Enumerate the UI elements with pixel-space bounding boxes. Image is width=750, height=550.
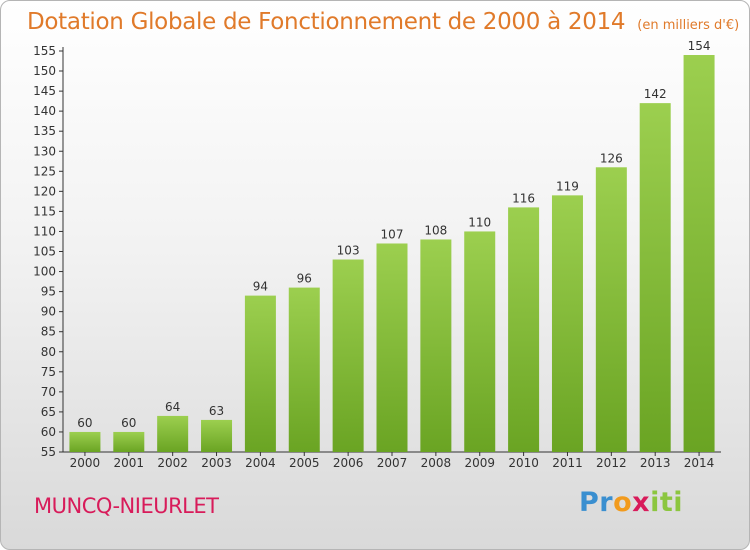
bar [595, 167, 627, 453]
bar [332, 259, 364, 452]
y-tick-label: 95 [41, 285, 56, 299]
bar [420, 239, 452, 452]
bar-value-label: 94 [253, 280, 268, 294]
y-tick-label: 60 [41, 425, 56, 439]
y-tick-label: 130 [33, 144, 56, 158]
bar-value-label: 116 [512, 191, 535, 205]
axes: 55 60 65 70 75 80 85 90 95 100 105 110 115 120 125 130 1… [33, 44, 721, 470]
y-tick-label: 85 [41, 325, 56, 339]
y-tick-label: 70 [41, 385, 56, 399]
commune-name: MUNCQ-NIEURLET [34, 494, 219, 518]
title-row: Dotation Globale de Fonctionnement de 20… [27, 9, 739, 35]
bar [464, 231, 496, 452]
x-tick-label: 2011 [552, 456, 583, 470]
x-tick-label: 2001 [114, 456, 145, 470]
y-tick-label: 155 [33, 44, 56, 58]
y-tick-label: 105 [33, 245, 56, 259]
x-tick-label: 2000 [70, 456, 101, 470]
bar-value-label: 103 [337, 244, 360, 258]
bar-value-label: 119 [556, 179, 579, 193]
y-tick-label: 80 [41, 345, 56, 359]
y-tick-label: 90 [41, 305, 56, 319]
bar-value-label: 110 [468, 215, 491, 229]
x-tick-label: 2003 [201, 456, 232, 470]
x-tick-label: 2009 [464, 456, 495, 470]
bar [244, 295, 276, 452]
bar [639, 103, 671, 452]
y-tick-label: 110 [33, 224, 56, 238]
logo-part: x [632, 487, 651, 518]
bar [508, 207, 540, 452]
value-labels: 60 60 64 63 94 96 103 107 108 110 116 119 126 142 154 [77, 39, 710, 430]
bar [113, 431, 145, 452]
y-tick-label: 125 [33, 164, 56, 178]
bar-value-label: 64 [165, 400, 180, 414]
y-tick-label: 55 [41, 445, 56, 459]
y-tick-label: 135 [33, 124, 56, 138]
x-tick-label: 2010 [508, 456, 539, 470]
bar-value-label: 126 [600, 151, 623, 165]
x-tick-label: 2013 [640, 456, 671, 470]
x-tick-label: 2012 [596, 456, 627, 470]
logo-part: Pr [579, 487, 614, 518]
y-tick-label: 150 [33, 64, 56, 78]
bar-value-label: 60 [121, 416, 136, 430]
bar [201, 419, 233, 452]
x-tick-label: 2008 [421, 456, 452, 470]
bar-value-label: 60 [77, 416, 92, 430]
y-tick-label: 100 [33, 265, 56, 279]
bar-value-label: 142 [644, 87, 667, 101]
x-tick-label: 2006 [333, 456, 364, 470]
bar [683, 55, 715, 452]
bar [376, 243, 408, 452]
x-tick-label: 2004 [245, 456, 276, 470]
x-tick-label: 2005 [289, 456, 320, 470]
y-tick-label: 75 [41, 365, 56, 379]
bar [288, 287, 320, 452]
bar-value-label: 107 [381, 227, 404, 241]
y-tick-label: 115 [33, 204, 56, 218]
y-tick-label: 140 [33, 104, 56, 118]
bar [69, 431, 101, 452]
y-tick-label: 120 [33, 184, 56, 198]
bar-value-label: 96 [297, 272, 312, 286]
y-tick-label: 65 [41, 405, 56, 419]
bar [157, 415, 189, 452]
x-tick-label: 2002 [157, 456, 188, 470]
y-tick-label: 145 [33, 84, 56, 98]
x-tick-label: 2007 [377, 456, 408, 470]
bar-value-label: 108 [424, 223, 447, 237]
logo-part: iti [650, 487, 684, 518]
x-tick-label: 2014 [684, 456, 715, 470]
bars [69, 55, 715, 453]
proxiti-logo: Proxiti [579, 487, 683, 518]
chart-subtitle: (en milliers d'€) [637, 18, 740, 33]
chart-title: Dotation Globale de Fonctionnement de 20… [27, 9, 626, 35]
bar-value-label: 154 [688, 39, 711, 53]
bar-value-label: 63 [209, 404, 224, 418]
bar [551, 195, 583, 453]
logo-part: o [613, 487, 633, 518]
